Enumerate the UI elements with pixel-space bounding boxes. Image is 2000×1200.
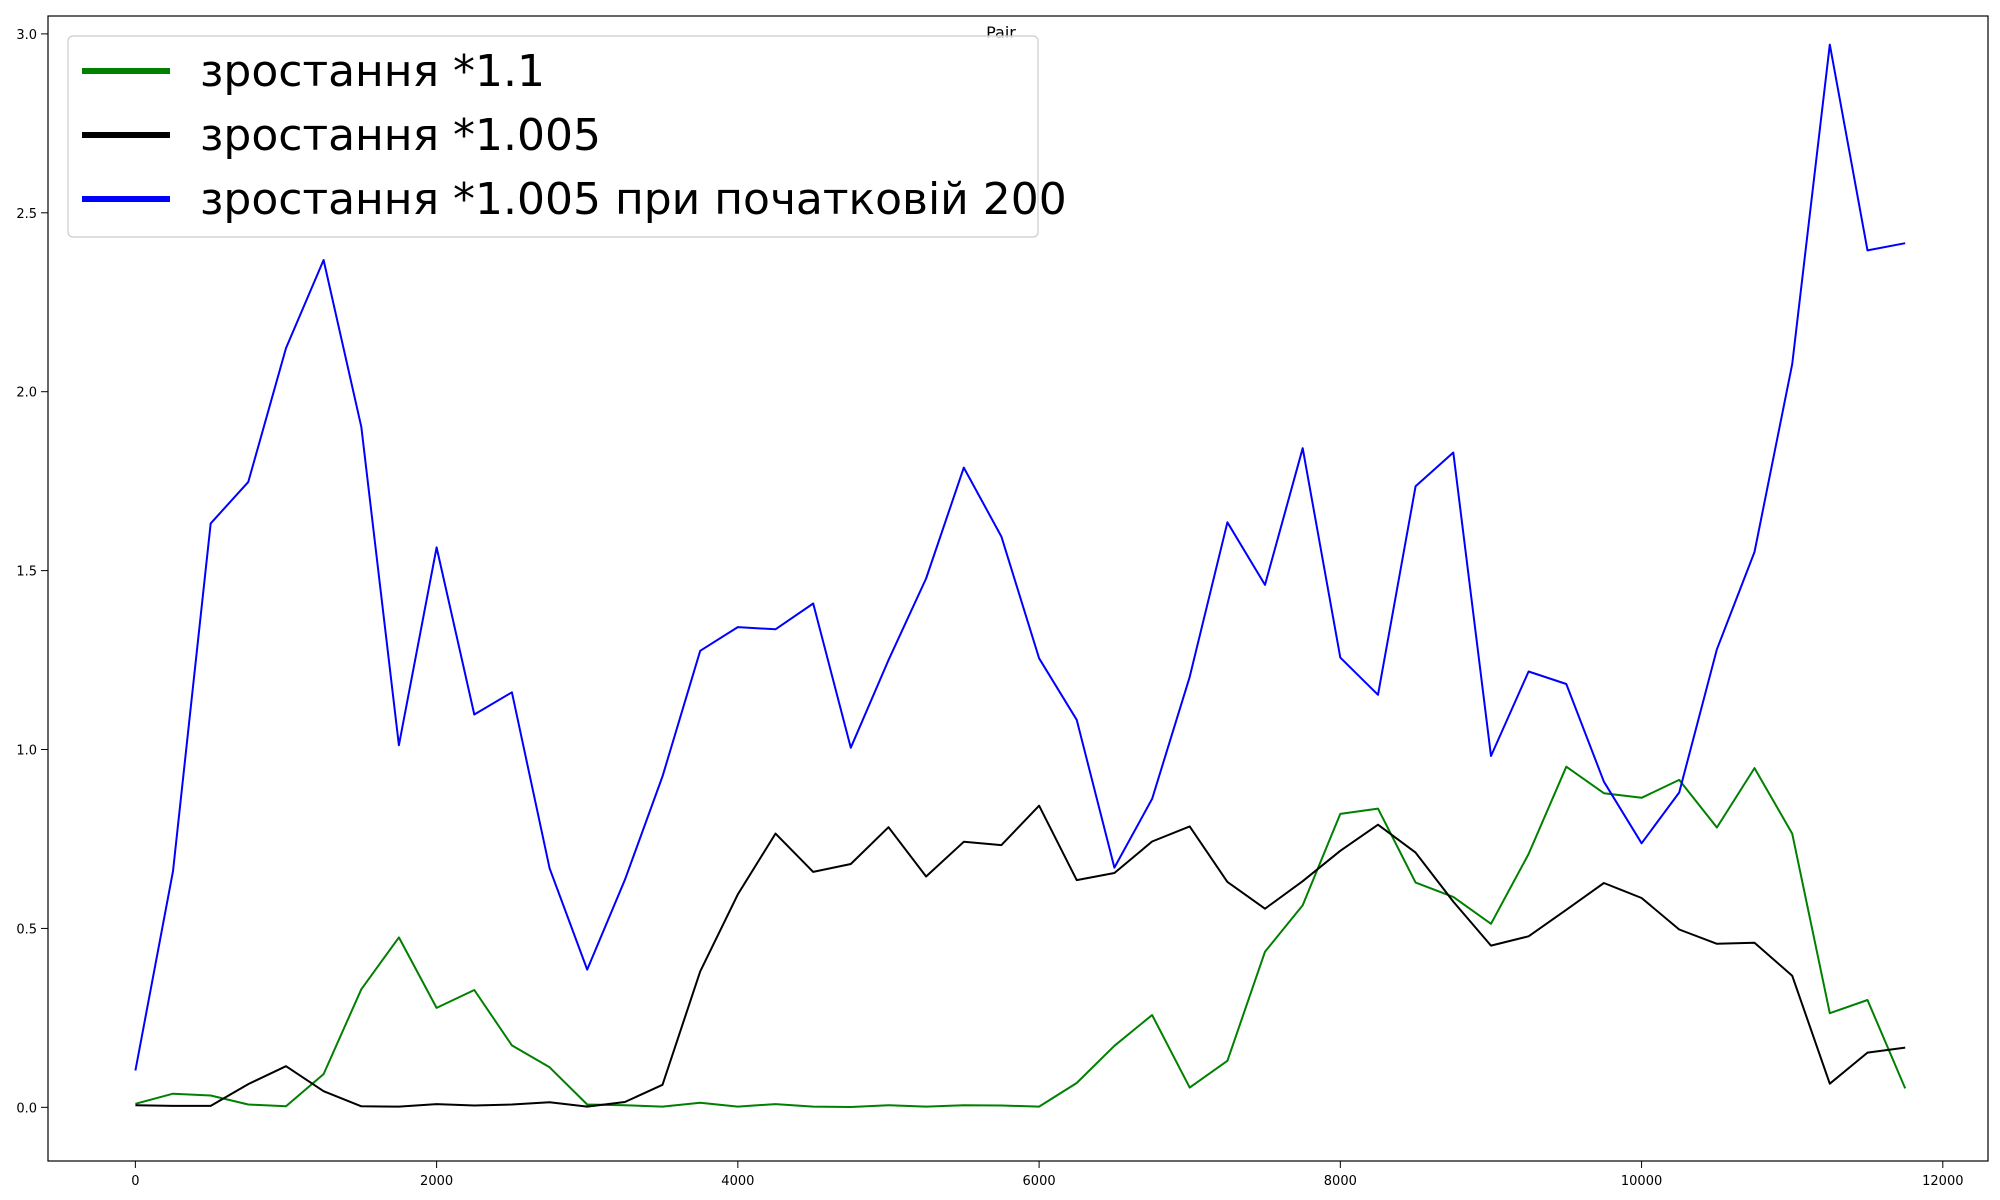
x-tick-label: 0	[131, 1174, 139, 1189]
legend-label-2: зростання *1.005	[200, 110, 601, 161]
legend-label-3: зростання *1.005 при початковій 200	[200, 174, 1067, 225]
series-line-3	[134, 43, 1906, 1071]
y-tick-label: 2.0	[16, 386, 37, 401]
y-tick-label: 0.5	[16, 922, 37, 937]
legend-label-1: зростання *1.1	[200, 46, 545, 97]
x-axis: 0 2000 4000 6000 8000 10000 12000	[131, 1161, 1963, 1189]
y-tick-label: 1.5	[16, 565, 37, 580]
y-tick-label: 1.0	[16, 744, 37, 759]
x-tick-label: 2000	[420, 1174, 453, 1189]
legend-box	[67, 35, 1039, 238]
x-tick-label: 6000	[1023, 1174, 1056, 1189]
y-tick-label: 0.0	[16, 1101, 37, 1116]
series-layer	[134, 43, 1907, 1108]
x-tick-label: 12000	[1922, 1174, 1963, 1189]
y-tick-label: 3.0	[16, 28, 37, 43]
legend: зростання *1.1 зростання *1.005 зростання …	[67, 35, 1067, 238]
series-line-1	[135, 765, 1907, 1108]
series-line-2	[135, 804, 1906, 1108]
x-tick-label: 4000	[721, 1174, 754, 1189]
y-tick-label: 2.5	[16, 207, 37, 222]
plot-frame	[47, 15, 1989, 1162]
x-tick-label: 8000	[1324, 1174, 1357, 1189]
x-tick-label: 10000	[1621, 1174, 1662, 1189]
y-axis: 0.0 0.5 1.0 1.5 2.0 2.5 3.0	[16, 28, 48, 1116]
